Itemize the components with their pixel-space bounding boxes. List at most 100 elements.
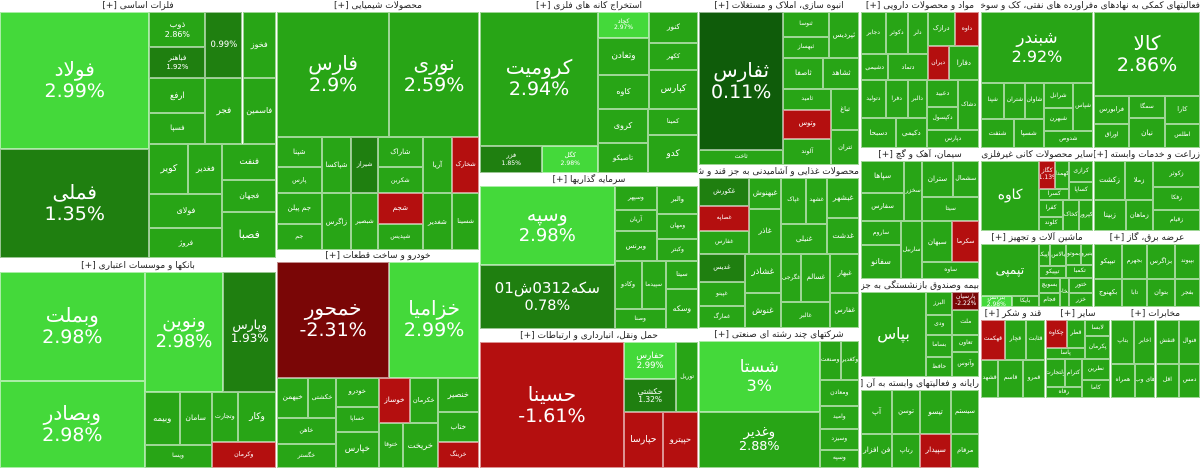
sector-block[interactable]: رایانه و فعالیتهای وابسته به آن [+] آپ توس… [861,378,979,468]
stock-tile[interactable]: کساپا [1069,181,1093,201]
stock-tile[interactable]: توریل [676,342,698,413]
sector-header[interactable]: مخابرات [+] [1111,308,1200,320]
stock-tile[interactable]: فروژ [149,227,223,258]
sector-block[interactable]: عرضه برق، گاز [+] تیپیکو بجهرم بکهنوج تابا بز… [1094,232,1200,307]
stock-tile[interactable]: فولاد 2.99% [0,12,150,149]
stock-tile[interactable]: تکمبا [1066,264,1093,279]
stock-tile[interactable]: ختاب [437,411,479,442]
stock-tile[interactable]: خبهمن [277,377,309,418]
stock-tile[interactable]: غپینو [699,281,745,307]
stock-tile[interactable]: سپیدما [641,261,666,309]
stock-tile[interactable]: سیتا [922,197,979,222]
stock-tile[interactable]: سیستم [951,390,979,434]
stock-tile[interactable]: دتولید [861,80,886,119]
stock-tile[interactable]: دسبحا [861,118,896,148]
stock-tile[interactable]: کرازی [1069,161,1093,182]
stock-tile[interactable]: مرقام [951,433,979,468]
stock-tile[interactable]: زملا [1125,161,1154,201]
stock-tile[interactable]: بفجر [1175,279,1200,307]
sector-block[interactable]: شرکتهای چند رشته ای صنعتی [+] شستا 3% وغدیر… [699,329,859,468]
stock-tile[interactable]: وآتوس [952,352,979,377]
stock-tile[interactable]: غنیلی [780,223,828,254]
stock-tile[interactable]: کویر [149,143,189,195]
stock-tile[interactable]: ثبهساز [783,36,829,59]
stock-tile[interactable]: قچار [1004,320,1027,360]
stock-tile[interactable]: شجم [378,193,423,224]
stock-tile[interactable]: حسینا -1.61% [480,342,624,468]
stock-tile[interactable]: غسالم [801,253,831,303]
stock-tile[interactable]: ثاخت [699,150,784,165]
stock-tile[interactable]: فنفت [222,143,276,181]
stock-tile[interactable]: سامان [179,391,212,446]
stock-tile[interactable]: کارا [1164,96,1200,124]
stock-tile[interactable]: ومهان [657,214,698,240]
stock-tile[interactable]: 0.99% [205,12,243,78]
sector-header[interactable]: قند و شکر [+] [981,308,1045,320]
stock-tile[interactable]: ثباغ [831,89,859,130]
stock-tile[interactable]: وکادو [614,261,642,309]
stock-tile[interactable]: فن افزار [861,433,893,468]
stock-tile[interactable]: آریان [614,210,658,232]
stock-tile[interactable]: شبصیر [351,193,378,250]
stock-tile[interactable]: بزاگرس [1147,244,1175,280]
stock-tile[interactable]: ومعادن [819,379,859,406]
stock-tile[interactable]: خکرمان [409,377,438,423]
stock-tile[interactable]: خریخت [403,422,438,468]
stock-tile[interactable]: رفاه [1046,386,1082,398]
stock-tile[interactable]: شغدیر [422,193,453,250]
stock-tile[interactable]: وپارس 1.93% [223,272,276,392]
stock-tile[interactable]: کدو [648,135,698,173]
stock-tile[interactable]: غگرجی [780,253,802,303]
sector-block[interactable]: محصولات غذایی و آشامیدنی به جز قند و شکر… [699,166,859,328]
stock-tile[interactable]: وکبتر [657,239,698,262]
stock-tile[interactable]: قنقش [1155,320,1179,364]
sector-header[interactable]: بانکها و موسسات اعتباری [+] [0,260,276,272]
stock-tile[interactable]: جم پیلن [277,193,322,224]
sector-block[interactable]: مخابرات [+] بتاپ اخابر همراه های وب قنقش فنوال… [1111,308,1200,398]
sector-block[interactable]: فلزات اساسی [+] فولاد 2.99% فملی 1.35% ذوب 2.8… [0,0,276,258]
stock-tile[interactable]: بجهرم [1121,244,1147,280]
stock-tile[interactable]: فخوز [242,12,276,78]
stock-tile[interactable]: فجهان [222,180,276,213]
stock-tile[interactable]: حکشتی 1.32% [623,379,677,413]
stock-tile[interactable]: شخارک [452,136,479,194]
stock-tile[interactable]: زفکا [1153,186,1200,211]
sector-header[interactable]: شرکتهای چند رشته ای صنعتی [+] [699,329,859,341]
stock-tile[interactable]: ونوین 2.98% [144,272,224,392]
stock-tile[interactable]: دکپسول [926,106,959,131]
stock-tile[interactable]: قطر [1066,320,1086,348]
stock-tile[interactable]: غصاپه [699,206,750,232]
stock-tile[interactable]: زبینا [1094,200,1126,231]
stock-tile[interactable]: خزامیا 2.99% [389,262,479,378]
stock-tile[interactable]: وصنعت [819,341,841,380]
stock-tile[interactable]: بکهنوج [1094,279,1123,307]
stock-tile[interactable]: اطلس [1164,123,1200,148]
sector-header[interactable]: محصولات شیمیایی [+] [277,0,479,12]
stock-tile[interactable]: تیپیکو [1038,266,1067,279]
stock-tile[interactable]: دعبید [926,80,959,107]
stock-tile[interactable]: شیراز [351,136,378,194]
stock-tile[interactable]: سفارس [861,192,905,222]
stock-tile[interactable]: فجام [1038,293,1061,307]
stock-tile[interactable]: دمس [1179,363,1200,398]
stock-tile[interactable]: دکوثر [885,12,908,54]
stock-tile[interactable]: زاگرس [321,193,352,250]
stock-tile[interactable]: نطرین [1081,359,1110,380]
stock-tile[interactable]: فاسمین [242,77,276,144]
stock-tile[interactable]: کچاد 2.97% [598,12,649,38]
sector-block[interactable]: بانکها و موسسات اعتباری [+] وبملت 2.98% وبص… [0,260,276,468]
stock-tile[interactable]: کگل 2.98% [542,145,598,173]
stock-tile[interactable]: شپاس [1073,82,1093,131]
stock-tile[interactable]: بترانس 2.98% [981,296,1012,307]
stock-tile[interactable]: وغدیر 2.88% [699,411,820,468]
stock-tile[interactable]: ولتجارت [1046,359,1065,387]
stock-tile[interactable]: کخاک [1062,200,1079,231]
stock-tile[interactable]: بالاس [1050,244,1067,267]
sector-block[interactable]: فراورده های نفتی، کک و سوخت [+]شبندر2.92… [981,0,1093,148]
stock-tile[interactable]: دکیمی [895,118,927,148]
sector-block[interactable]: محصولات شیمیایی [+] فارس 2.9% نوری 2.59% شپنا… [277,0,479,250]
stock-tile[interactable]: وامید [819,405,859,430]
stock-tile[interactable]: غبهار [830,253,859,294]
stock-tile[interactable]: های وب [1134,363,1156,398]
stock-tile[interactable]: بسویچ [1038,278,1061,294]
